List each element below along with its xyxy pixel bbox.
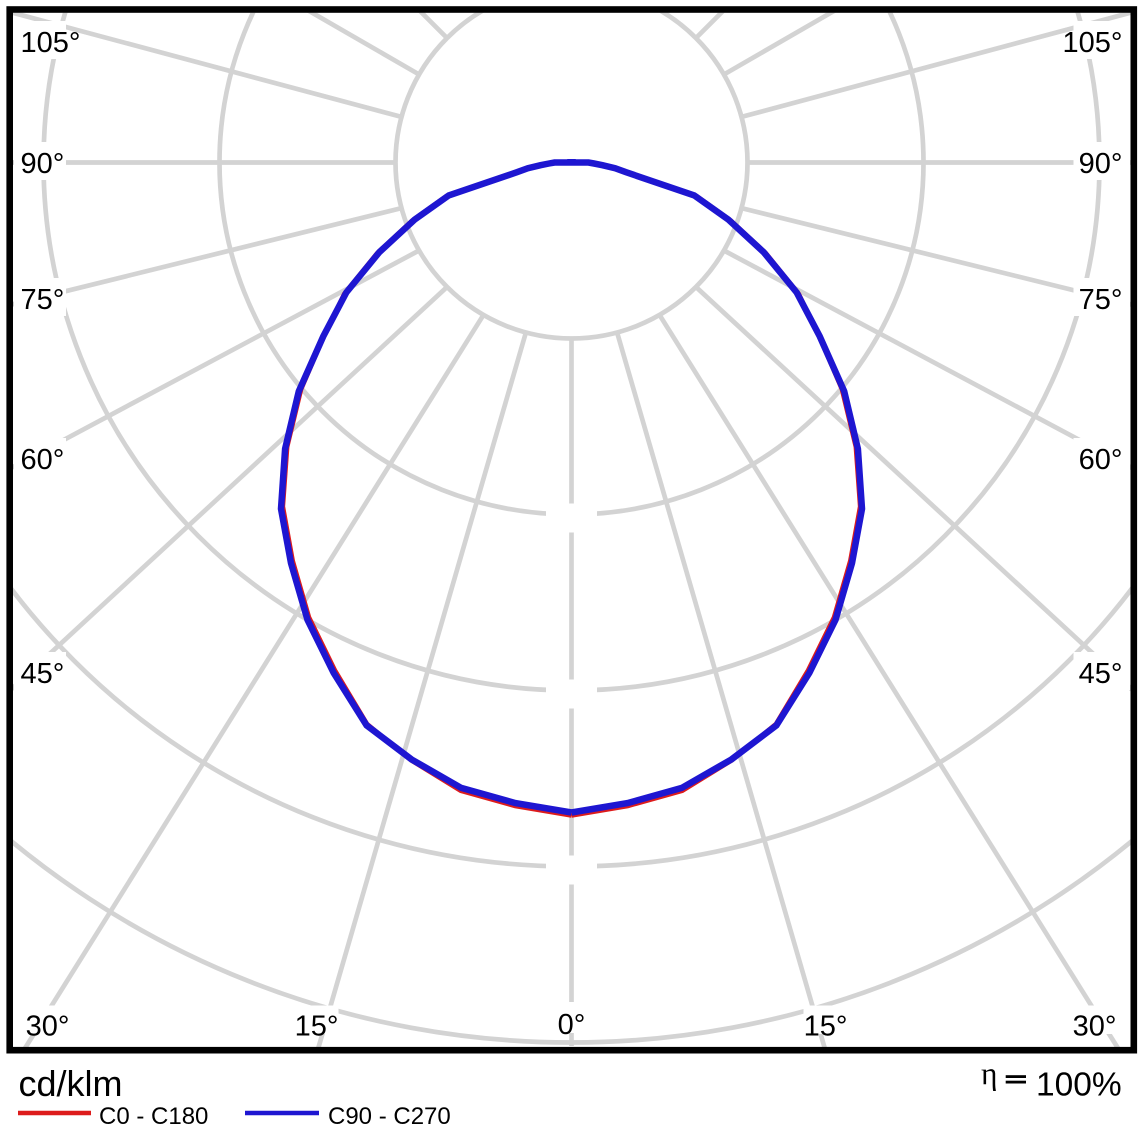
svg-text:15°: 15°: [295, 1011, 339, 1043]
svg-text:75°: 75°: [21, 284, 65, 316]
svg-text:45°: 45°: [21, 658, 65, 690]
svg-text:100%: 100%: [1036, 1067, 1122, 1104]
svg-text:30°: 30°: [26, 1011, 70, 1043]
svg-text:C0 - C180: C0 - C180: [99, 1103, 208, 1130]
svg-text:30°: 30°: [1073, 1011, 1117, 1043]
svg-text:105°: 105°: [1063, 27, 1123, 59]
svg-text:C90 - C270: C90 - C270: [328, 1103, 451, 1130]
svg-text:75°: 75°: [1079, 284, 1123, 316]
svg-text:105°: 105°: [21, 27, 81, 59]
svg-text:60°: 60°: [21, 444, 65, 476]
svg-text:90°: 90°: [21, 148, 65, 180]
svg-text:η: η: [981, 1056, 997, 1091]
svg-text:15°: 15°: [804, 1011, 848, 1043]
svg-text:45°: 45°: [1079, 658, 1123, 690]
svg-text:cd/klm: cd/klm: [19, 1063, 123, 1104]
svg-text:60°: 60°: [1079, 444, 1123, 476]
svg-text:90°: 90°: [1079, 148, 1123, 180]
svg-text:0°: 0°: [558, 1009, 586, 1041]
